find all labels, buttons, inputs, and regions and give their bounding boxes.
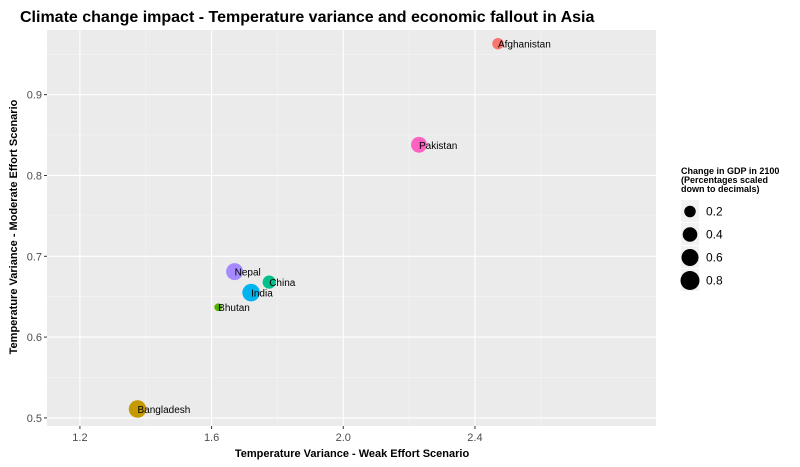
point-label-nepal: Nepal [235, 268, 261, 279]
x-tick-label: 2.4 [467, 432, 482, 444]
point-label-bangladesh: Bangladesh [138, 405, 191, 416]
data-points [128, 37, 504, 418]
legend-key-dot [684, 205, 696, 218]
y-tick-label: 0.7 [27, 251, 42, 263]
point-india [242, 283, 260, 302]
legend-title-line: Change in GDP in 2100 [681, 166, 779, 176]
legend-label: 0.2 [706, 205, 723, 219]
x-axis-ticks: 1.2 1.6 2.0 2.4 [72, 426, 483, 444]
point-label-afghanistan: Afghanistan [498, 40, 551, 51]
point-labels: Afghanistan Pakistan Nepal ChinaIndiaBhutan… [138, 40, 551, 416]
x-tick-label: 1.6 [204, 432, 219, 444]
legend-key-dot [681, 249, 699, 266]
x-tick-label: 1.2 [72, 432, 87, 444]
legend-key-dot [682, 227, 698, 242]
point-label-india: India [251, 289, 273, 300]
y-tick-label: 0.8 [27, 170, 42, 182]
point-china [262, 275, 276, 289]
x-axis-title: Temperature Variance - Weak Effort Scena… [235, 448, 470, 460]
major-grid [47, 30, 656, 426]
legend-label: 0.4 [706, 228, 723, 242]
point-label-pakistan: Pakistan [419, 141, 457, 152]
y-tick-label: 0.6 [27, 332, 42, 344]
y-tick-label: 0.5 [27, 413, 42, 425]
y-axis-ticks: 0.5 0.6 0.7 0.8 0.9 [27, 90, 47, 425]
size-legend: Change in GDP in 2100(Percentages scaled… [680, 166, 779, 291]
point-bangladesh [128, 400, 147, 418]
point-label-bhutan: Bhutan [218, 303, 250, 314]
legend-label: 0.8 [706, 274, 723, 288]
minor-grid [47, 30, 656, 426]
legend-title-line: (Percentages scaled [681, 175, 768, 185]
point-pakistan [411, 136, 427, 153]
point-bhutan [214, 303, 223, 312]
y-tick-label: 0.9 [27, 90, 42, 102]
point-afghanistan [492, 37, 504, 50]
chart-title: Climate change impact - Temperature vari… [20, 9, 594, 26]
point-label-china: China [269, 278, 296, 289]
legend-title-line: down to decimals) [681, 184, 760, 194]
point-nepal [226, 263, 244, 281]
legend-label: 0.6 [706, 251, 723, 265]
x-tick-label: 2.0 [336, 432, 351, 444]
plot-panel [47, 30, 656, 426]
y-axis-title: Temperature Variance - Moderate Effort S… [8, 99, 20, 354]
legend-key-dot [680, 271, 700, 290]
